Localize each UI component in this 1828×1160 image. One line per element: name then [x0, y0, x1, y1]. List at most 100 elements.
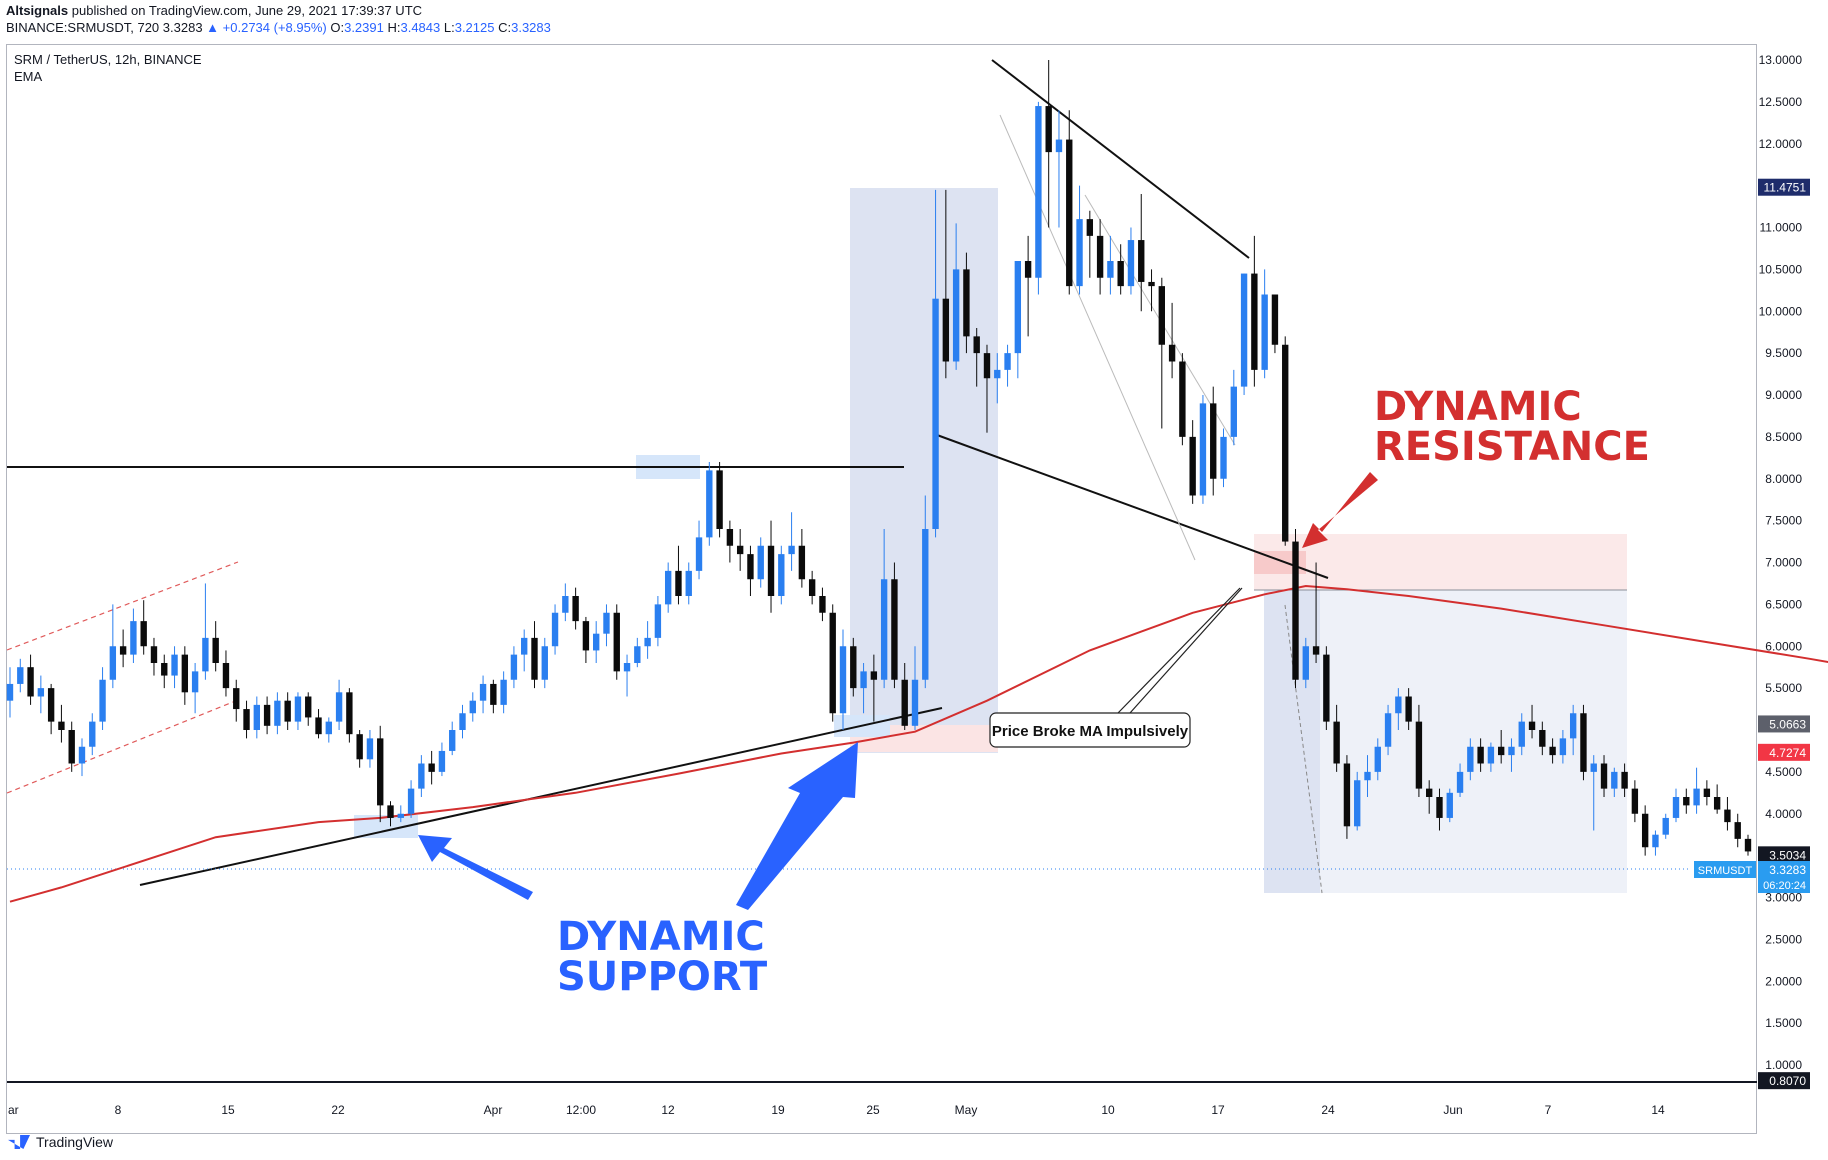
o-value: 3.2391 [344, 20, 384, 35]
indicator-label[interactable]: EMA [14, 69, 43, 84]
y-tick-label: 11.0000 [1760, 221, 1803, 235]
candle-body [1199, 403, 1207, 496]
candle-body [1189, 436, 1196, 496]
candle-body [603, 612, 610, 634]
y-tick-label: 10.0000 [1759, 304, 1803, 318]
candle-body [1724, 809, 1731, 823]
y-tick-label: 4.0000 [1765, 807, 1802, 821]
candle-body [1497, 746, 1505, 756]
candle-body [1713, 797, 1721, 810]
candle-body [1302, 646, 1309, 680]
pane-title: SRM / TetherUS, 12h, BINANCE [14, 52, 202, 67]
price-tag-label: 5.0663 [1769, 717, 1806, 731]
asc-channel-bottom [6, 699, 239, 794]
candle-body [1569, 713, 1577, 739]
candle-body [1477, 746, 1484, 764]
y-tick-label: 9.0000 [1765, 388, 1802, 402]
price-axis[interactable]: 13.0000 12.5000 12.0000 11.0000 10.5000 10.00… [1759, 53, 1803, 1072]
candle-body [1035, 106, 1042, 278]
y-tick-label: 2.5000 [1765, 932, 1802, 946]
candle-body [58, 721, 65, 730]
candle-body [1631, 788, 1639, 814]
candle-body [911, 679, 919, 726]
y-tick-label: 8.0000 [1765, 472, 1802, 486]
x-tick-label: Apr [484, 1103, 503, 1117]
support-label: DYNAMIC SUPPORT [557, 914, 779, 1000]
candle-body [1354, 780, 1361, 827]
candle-body [1055, 139, 1063, 153]
candle-body [1744, 838, 1752, 852]
last-price-tag-bg [1758, 861, 1810, 894]
symbol-tag-bg [1694, 861, 1756, 879]
candle-body [572, 596, 579, 622]
tradingview-brand: TradingView [36, 1134, 114, 1150]
candle-body [1549, 746, 1556, 756]
price-tag-label: 3.5034 [1769, 848, 1806, 862]
candle-body [407, 788, 415, 814]
candle-body [1066, 139, 1073, 287]
candle-body [1426, 788, 1433, 797]
candle-body [891, 579, 898, 680]
candle-body [1641, 813, 1649, 848]
x-tick-label: Jun [1443, 1103, 1462, 1117]
candle-body [222, 663, 230, 689]
candle-body [1611, 771, 1618, 789]
candle-body [1282, 344, 1289, 542]
candle-body [500, 679, 507, 705]
candle-body [706, 470, 713, 538]
candle-body [1251, 273, 1258, 370]
candle-body [942, 298, 950, 362]
c-label: C: [498, 20, 512, 35]
candle-body [551, 612, 559, 647]
tradingview-logo[interactable]: TradingView [8, 1134, 113, 1150]
candle-body [490, 683, 497, 705]
drop-zone-strong [1264, 590, 1320, 893]
candle-body [1590, 763, 1597, 772]
candle-body [664, 570, 672, 605]
y-tick-label: 13.0000 [1759, 53, 1803, 67]
candle-body [1271, 294, 1279, 345]
x-tick-label: 12:00 [566, 1103, 596, 1117]
candle-body [808, 579, 816, 596]
candle-body [356, 734, 363, 760]
time-axis[interactable]: ar 8 15 22 Apr 12:00 12 19 25 May 10 17 24 Jun 7 14 [8, 1103, 1665, 1117]
candle-body [819, 596, 826, 613]
candle-body [521, 637, 528, 655]
support-arrow-2 [736, 742, 858, 910]
candle-body [366, 738, 374, 760]
candle-body [397, 813, 404, 818]
channel-mid [999, 114, 1196, 561]
symbol-ohlc-line: BINANCE:SRMUSDT, 720 3.3283 ▲ +0.2734 (+… [6, 20, 551, 35]
candle-body [870, 671, 878, 680]
candle-body [1395, 696, 1402, 714]
candle-body [1703, 788, 1711, 797]
c-value: 3.3283 [511, 20, 551, 35]
candle-body [1220, 436, 1227, 479]
candle-body [1467, 746, 1474, 772]
candle-body [510, 654, 518, 680]
candle-body [109, 646, 117, 680]
resistance-label: DYNAMIC RESISTANCE [1374, 384, 1650, 470]
asc-channel-top [6, 561, 239, 651]
candle-body [562, 596, 569, 613]
candle-body [1580, 713, 1587, 772]
price-tag-label: 4.7274 [1769, 746, 1806, 760]
y-tick-label: 12.0000 [1759, 137, 1803, 151]
candle-body [860, 671, 867, 689]
candle-body [850, 646, 857, 689]
candle-body [68, 730, 75, 764]
candle-body [1446, 792, 1453, 818]
candle-body [1292, 541, 1299, 680]
candle-body [140, 621, 147, 647]
publish-line: Altsignals published on TradingView.com,… [6, 3, 422, 18]
candle-body [202, 637, 209, 672]
candle-body [695, 537, 703, 571]
candle-body [27, 667, 34, 697]
candle-body [1333, 721, 1340, 764]
rising-support [139, 707, 943, 886]
callout-text: Price Broke MA Impulsively [992, 723, 1189, 740]
candle-body [1374, 746, 1381, 772]
candle-body [952, 269, 960, 362]
candle-body [1210, 403, 1217, 479]
